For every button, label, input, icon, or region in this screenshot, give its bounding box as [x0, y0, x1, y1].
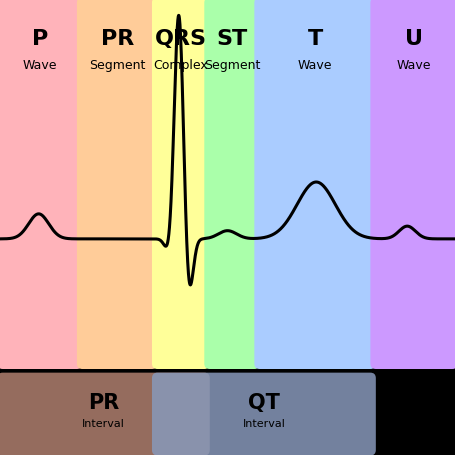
Text: PR: PR — [88, 393, 119, 413]
Text: P: P — [32, 29, 48, 49]
Text: U: U — [405, 29, 423, 49]
Text: Wave: Wave — [23, 60, 57, 72]
Text: Interval: Interval — [243, 419, 285, 429]
Text: QT: QT — [248, 393, 280, 413]
FancyBboxPatch shape — [152, 373, 376, 455]
Text: Segment: Segment — [204, 60, 260, 72]
Text: Segment: Segment — [89, 60, 145, 72]
FancyBboxPatch shape — [77, 0, 157, 369]
FancyBboxPatch shape — [204, 0, 260, 369]
FancyBboxPatch shape — [152, 0, 210, 369]
Text: QRS: QRS — [155, 29, 207, 49]
FancyBboxPatch shape — [0, 0, 82, 369]
Text: PR: PR — [101, 29, 134, 49]
Text: Complex: Complex — [153, 60, 208, 72]
Text: ST: ST — [217, 29, 248, 49]
Text: Interval: Interval — [82, 419, 125, 429]
FancyBboxPatch shape — [0, 373, 210, 455]
Text: Wave: Wave — [298, 60, 332, 72]
Text: T: T — [308, 29, 323, 49]
FancyBboxPatch shape — [254, 0, 376, 369]
FancyBboxPatch shape — [370, 0, 455, 369]
Text: Wave: Wave — [397, 60, 431, 72]
